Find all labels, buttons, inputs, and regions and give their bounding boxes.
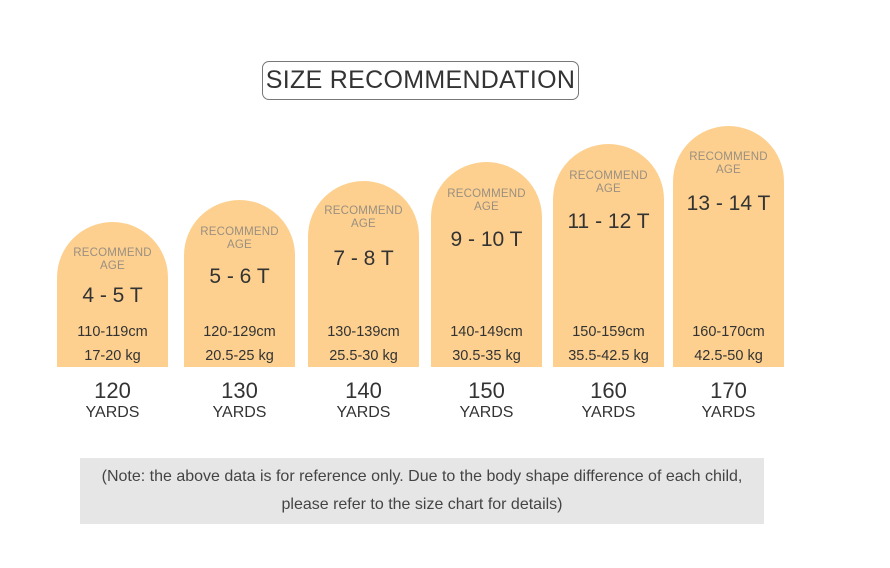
size-card-120: RECOMMEND AGE 4 - 5 T 110-119cm 17-20 kg xyxy=(57,222,168,367)
recommend-label: RECOMMEND AGE xyxy=(324,205,403,230)
size-unit: YARDS xyxy=(336,404,391,421)
page-title: SIZE RECOMMENDATION xyxy=(262,61,579,100)
height-range: 120-129cm xyxy=(203,324,276,340)
note-line-1: (Note: the above data is for reference o… xyxy=(101,468,743,485)
size-number: 130 xyxy=(221,378,258,403)
size-label-140: 140 YARDS xyxy=(308,379,419,422)
size-label-120: 120 YARDS xyxy=(57,379,168,422)
size-unit: YARDS xyxy=(459,404,514,421)
size-card-160: RECOMMEND AGE 11 - 12 T 150-159cm 35.5-4… xyxy=(553,144,664,367)
weight-range: 25.5-30 kg xyxy=(329,348,398,364)
recommend-age: 11 - 12 T xyxy=(567,210,650,233)
size-card-150: RECOMMEND AGE 9 - 10 T 140-149cm 30.5-35… xyxy=(431,162,542,367)
size-unit: YARDS xyxy=(85,404,140,421)
height-range: 110-119cm xyxy=(77,324,148,340)
weight-range: 20.5-25 kg xyxy=(205,348,274,364)
size-card-140: RECOMMEND AGE 7 - 8 T 130-139cm 25.5-30 … xyxy=(308,181,419,367)
weight-range: 17-20 kg xyxy=(84,348,141,364)
size-number: 150 xyxy=(468,378,505,403)
recommend-age: 4 - 5 T xyxy=(82,284,143,307)
recommend-age: 5 - 6 T xyxy=(209,265,270,288)
size-number: 140 xyxy=(345,378,382,403)
size-card-170: RECOMMEND AGE 13 - 14 T 160-170cm 42.5-5… xyxy=(673,126,784,367)
recommend-age: 7 - 8 T xyxy=(333,247,394,270)
height-range: 130-139cm xyxy=(327,324,400,340)
size-label-170: 170 YARDS xyxy=(673,379,784,422)
size-label-160: 160 YARDS xyxy=(553,379,664,422)
size-unit: YARDS xyxy=(701,404,756,421)
weight-range: 30.5-35 kg xyxy=(452,348,521,364)
weight-range: 42.5-50 kg xyxy=(694,348,763,364)
height-range: 150-159cm xyxy=(572,324,645,340)
recommend-label: RECOMMEND AGE xyxy=(447,188,526,213)
reference-note: (Note: the above data is for reference o… xyxy=(80,458,764,524)
height-range: 140-149cm xyxy=(450,324,523,340)
weight-range: 35.5-42.5 kg xyxy=(568,348,649,364)
size-unit: YARDS xyxy=(581,404,636,421)
size-unit: YARDS xyxy=(212,404,267,421)
size-label-150: 150 YARDS xyxy=(431,379,542,422)
size-number: 120 xyxy=(94,378,131,403)
recommend-age: 9 - 10 T xyxy=(450,228,523,251)
recommend-label: RECOMMEND AGE xyxy=(569,170,648,195)
recommend-label: RECOMMEND AGE xyxy=(73,247,152,272)
size-number: 160 xyxy=(590,378,627,403)
recommend-age: 13 - 14 T xyxy=(686,192,771,215)
height-range: 160-170cm xyxy=(692,324,765,340)
note-line-2: please refer to the size chart for detai… xyxy=(281,496,563,513)
size-card-130: RECOMMEND AGE 5 - 6 T 120-129cm 20.5-25 … xyxy=(184,200,295,367)
recommend-label: RECOMMEND AGE xyxy=(689,151,768,176)
size-number: 170 xyxy=(710,378,747,403)
size-label-130: 130 YARDS xyxy=(184,379,295,422)
recommend-label: RECOMMEND AGE xyxy=(200,226,279,251)
